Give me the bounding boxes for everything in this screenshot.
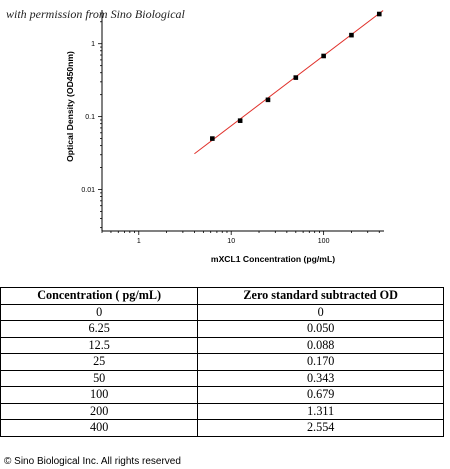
table-cell: 0 xyxy=(197,303,444,321)
y-tick-label: 0.01 xyxy=(81,187,95,194)
table-cell: 0.088 xyxy=(197,336,444,354)
table-cell: 12.5 xyxy=(0,336,199,354)
y-axis-label: Optical Density (OD450nm) xyxy=(65,51,75,162)
data-points xyxy=(210,11,382,141)
data-point xyxy=(265,97,271,103)
copyright-notice: © Sino Biological Inc. All rights reserv… xyxy=(4,456,181,467)
table-row: 100 0.679 xyxy=(0,386,444,404)
table-cell: 100 xyxy=(0,386,199,404)
table-row: 12.5 0.088 xyxy=(0,336,444,354)
table-cell: 50 xyxy=(0,369,199,387)
standard-curve-chart: 1 10 100 0.01 0.1 1 mXCL1 Concentration (pg/m… xyxy=(65,10,384,264)
data-point xyxy=(349,32,354,38)
table-cell: 200 xyxy=(0,402,199,420)
x-axis-label: mXCL1 Concentration (pg/mL) xyxy=(211,254,335,264)
fit-line xyxy=(194,10,384,155)
standard-data-table: Concentration ( pg/mL) Zero standard sub… xyxy=(0,287,444,437)
axes: 1 10 100 0.01 0.1 1 xyxy=(81,10,384,245)
data-point xyxy=(376,11,382,17)
table-row: 50 0.343 xyxy=(0,369,444,387)
table-cell: 0.343 xyxy=(197,369,444,387)
x-tick-label: 100 xyxy=(318,238,330,245)
table-header-row: Concentration ( pg/mL) Zero standard sub… xyxy=(0,287,444,305)
y-tick-label: 1 xyxy=(91,41,95,48)
data-point xyxy=(293,75,299,80)
table-cell: 0.050 xyxy=(197,320,444,338)
table-cell: 0.170 xyxy=(197,353,444,371)
data-point xyxy=(321,53,326,59)
table-cell: 1.311 xyxy=(197,402,444,420)
table-cell: 25 xyxy=(0,353,199,371)
x-tick-label: 1 xyxy=(137,238,141,245)
table-row: 400 2.554 xyxy=(0,419,444,437)
y-tick-label: 0.1 xyxy=(85,114,95,121)
od-column-header: Zero standard subtracted OD xyxy=(197,287,444,305)
permission-watermark: with permission from Sino Biological xyxy=(6,7,185,21)
data-point xyxy=(237,118,243,123)
table-row: 200 1.311 xyxy=(0,402,444,420)
table-row: 6.25 0.050 xyxy=(0,320,444,338)
table-row: 25 0.170 xyxy=(0,353,444,371)
table-cell: 0 xyxy=(0,303,199,321)
table-cell: 0.679 xyxy=(197,386,444,404)
fit-line-layer xyxy=(194,10,384,155)
data-point xyxy=(210,136,215,141)
concentration-column-header: Concentration ( pg/mL) xyxy=(0,287,199,305)
table-cell: 6.25 xyxy=(0,320,199,338)
table-cell: 400 xyxy=(0,419,199,437)
table-cell: 2.554 xyxy=(197,419,444,437)
x-tick-label: 10 xyxy=(227,238,235,245)
